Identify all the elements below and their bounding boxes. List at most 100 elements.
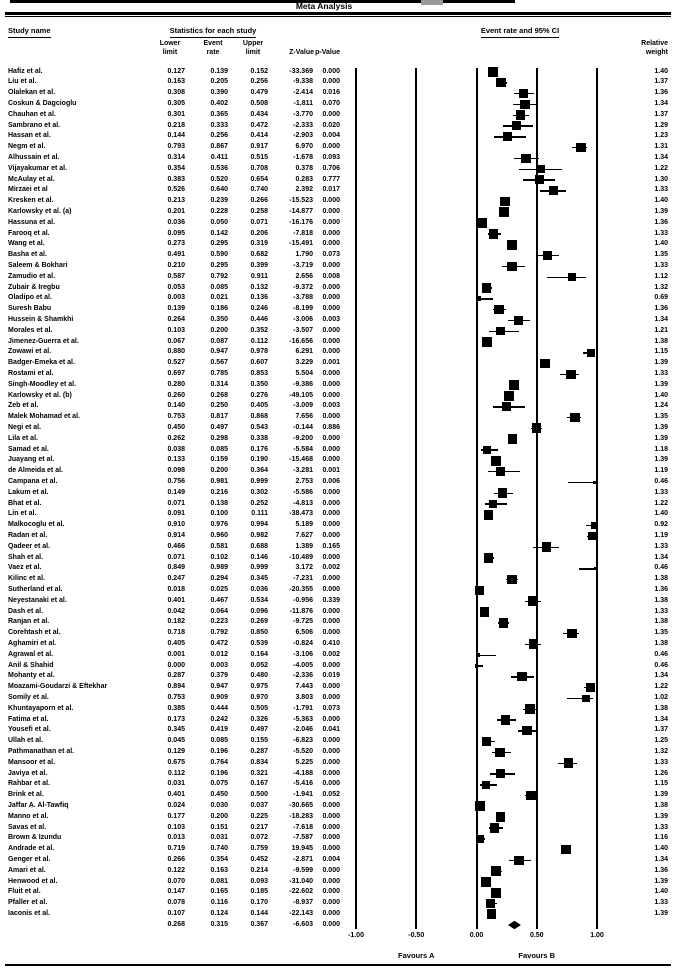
top-edge-bar <box>10 0 515 3</box>
stat-p-value: 0.706 <box>322 164 340 172</box>
study-name: Qadeer et al. <box>8 542 51 550</box>
stat-p-value: 0.000 <box>322 877 340 885</box>
stat-event-rate: 0.295 <box>210 240 228 248</box>
event-rate-marker <box>548 186 559 196</box>
stat-z-value: -10.489 <box>289 553 313 561</box>
stat-p-value: 0.093 <box>322 153 340 161</box>
stat-p-value: 0.339 <box>322 596 340 604</box>
stat-z-value: -1.678 <box>293 153 313 161</box>
stat-p-value: 0.001 <box>322 359 340 367</box>
stat-upper-limit: 0.978 <box>250 348 268 356</box>
stat-upper-limit: 0.414 <box>250 132 268 140</box>
stat-event-rate: 0.116 <box>210 899 228 907</box>
study-name: Amari et al. <box>8 866 46 874</box>
stat-upper-limit: 0.144 <box>250 909 268 917</box>
stat-z-value: 0.283 <box>295 175 313 183</box>
stat-event-rate: 0.196 <box>210 769 228 777</box>
relative-weight: 1.36 <box>654 866 668 874</box>
lower-limit-column-header: Lower limit <box>159 40 181 56</box>
stat-p-value: 0.000 <box>322 780 340 788</box>
event-rate-marker <box>522 725 532 736</box>
favours-a-label: Favours A <box>398 951 435 960</box>
study-name: Lila et al. <box>8 434 38 442</box>
stat-p-value: 0.000 <box>322 618 340 626</box>
stat-upper-limit: 0.497 <box>250 726 268 734</box>
stat-event-rate: 0.142 <box>210 229 228 237</box>
study-name: Yousefi et al. <box>8 726 51 734</box>
stat-lower-limit: 0.218 <box>167 121 185 129</box>
stat-event-rate: 0.151 <box>210 823 228 831</box>
relative-weight: 1.40 <box>654 888 668 896</box>
stat-p-value: 0.000 <box>322 920 340 928</box>
stat-event-rate: 0.411 <box>210 153 228 161</box>
stat-p-value: 0.000 <box>322 369 340 377</box>
stat-upper-limit: 0.970 <box>250 693 268 701</box>
stat-upper-limit: 0.225 <box>250 812 268 820</box>
study-row: Shah et al. 0.071 0.102 0.146 -10.489 0.000 1.… <box>0 553 676 564</box>
stat-z-value: -7.618 <box>293 823 313 831</box>
study-row: Somily et al. 0.753 0.909 0.970 3.803 0.000 1.… <box>0 693 676 704</box>
relative-weight: 1.33 <box>654 186 668 194</box>
stat-upper-limit: 0.850 <box>250 629 268 637</box>
study-row: Vijayakumar et al. 0.354 0.536 0.708 0.378 0.… <box>0 164 676 175</box>
stat-event-rate: 0.186 <box>210 305 228 313</box>
stat-event-rate: 0.124 <box>210 909 228 917</box>
stat-lower-limit: 0.880 <box>167 348 185 356</box>
stat-p-value: 0.000 <box>322 866 340 874</box>
stat-upper-limit: 0.146 <box>250 553 268 561</box>
event-rate-marker <box>539 358 550 369</box>
stat-lower-limit: 0.053 <box>167 283 185 291</box>
event-rate-marker <box>490 823 500 833</box>
stat-p-value: 0.000 <box>322 413 340 421</box>
event-rate-marker <box>490 455 501 466</box>
event-rate-marker <box>567 628 577 639</box>
relative-weight: 1.33 <box>654 607 668 615</box>
relative-weight: 1.36 <box>654 218 668 226</box>
stat-upper-limit: 0.515 <box>250 153 268 161</box>
study-name: Liu et al. <box>8 78 37 86</box>
relative-weight: 0.46 <box>654 564 668 572</box>
event-rate-ci-section-header: Event rate and 95% CI <box>425 26 615 38</box>
stat-p-value: 0.073 <box>322 251 340 259</box>
stat-z-value: 7.656 <box>295 413 313 421</box>
study-row: Saleem & Bokhari 0.210 0.295 0.399 -3.719 0.0… <box>0 261 676 272</box>
stat-z-value: 0.378 <box>295 164 313 172</box>
relative-weight: 1.37 <box>654 726 668 734</box>
relative-weight: 1.33 <box>654 261 668 269</box>
stat-lower-limit: 0.314 <box>167 153 185 161</box>
stat-upper-limit: 0.136 <box>250 294 268 302</box>
study-row: Sambrano et al. 0.218 0.333 0.472 -2.333 0.02… <box>0 121 676 132</box>
stat-lower-limit: 0.133 <box>167 456 185 464</box>
axis-tick-label: 0.50 <box>529 932 544 939</box>
study-name: Fluit et al. <box>8 888 41 896</box>
stat-lower-limit: 0.675 <box>167 758 185 766</box>
stat-p-value: 0.000 <box>322 348 340 356</box>
stat-event-rate: 0.294 <box>210 575 228 583</box>
stat-event-rate: 0.100 <box>210 510 228 518</box>
study-row: Badger-Emeka et al. 0.527 0.567 0.607 3.229 0… <box>0 358 676 369</box>
stat-z-value: -11.876 <box>289 607 313 615</box>
event-rate-marker <box>586 683 595 692</box>
relative-weight: 1.38 <box>654 704 668 712</box>
event-rate-marker <box>507 434 518 444</box>
stat-event-rate: 0.365 <box>210 110 228 118</box>
stat-z-value: -4.188 <box>293 769 313 777</box>
stat-p-value: 0.000 <box>322 229 340 237</box>
summary-diamond <box>507 920 521 930</box>
event-rate-marker <box>484 553 494 563</box>
stat-z-value: -5.586 <box>293 488 313 496</box>
stat-z-value: 6.291 <box>295 348 313 356</box>
study-name: Juayang et al. <box>8 456 55 464</box>
study-row: Javiya et al. 0.112 0.196 0.321 -4.188 0.000 1… <box>0 769 676 780</box>
stat-upper-limit: 0.302 <box>250 488 268 496</box>
stat-event-rate: 0.419 <box>210 726 228 734</box>
ci-whisker <box>567 481 597 484</box>
study-row: Negi et al. 0.450 0.497 0.543 -0.144 0.886 1.3… <box>0 423 676 434</box>
stat-lower-limit: 0.071 <box>167 499 185 507</box>
stat-upper-limit: 0.708 <box>250 164 268 172</box>
stat-event-rate: 0.467 <box>210 596 228 604</box>
event-rate-marker <box>570 412 580 423</box>
stat-upper-limit: 0.319 <box>250 240 268 248</box>
event-rate-marker <box>500 715 511 725</box>
relative-weight: 0.69 <box>654 294 668 302</box>
